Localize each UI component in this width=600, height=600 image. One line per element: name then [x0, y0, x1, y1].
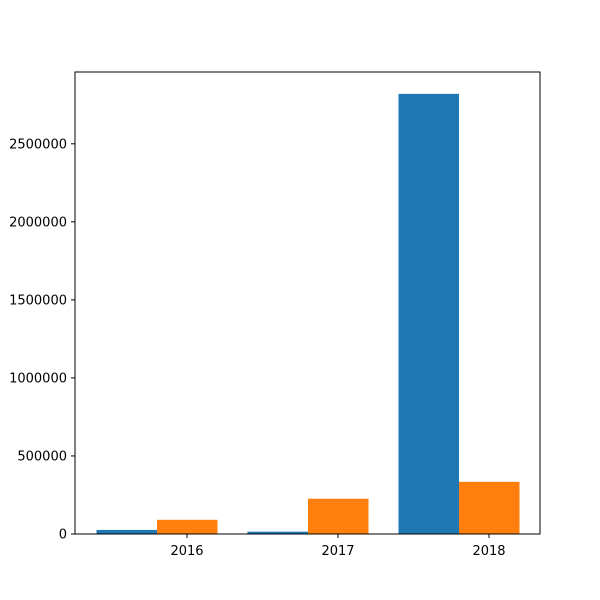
x-axis: 2016 2017 2018 [170, 534, 506, 559]
y-axis: 0 500000 1000000 1500000 2000000 2500000 [9, 137, 75, 543]
bar-2018-series-2 [459, 481, 520, 534]
bar-2017-series-1 [247, 531, 308, 534]
y-tick-label: 0 [59, 528, 67, 543]
bar-2016-series-2 [157, 519, 218, 534]
bars-group [96, 93, 520, 534]
y-tick-label: 2000000 [9, 215, 67, 230]
bar-2017-series-2 [308, 498, 369, 534]
y-tick-label: 1000000 [9, 371, 67, 386]
y-tick-label: 1500000 [9, 293, 67, 308]
x-tick-label-2018: 2018 [472, 544, 505, 559]
y-tick-label: 500000 [17, 449, 67, 464]
bar-2016-series-1 [96, 529, 157, 534]
y-tick-label: 2500000 [9, 137, 67, 152]
bar-2018-series-1 [398, 93, 459, 534]
x-tick-label-2016: 2016 [170, 544, 203, 559]
plot-frame [74, 71, 541, 535]
x-tick-label-2017: 2017 [321, 544, 354, 559]
